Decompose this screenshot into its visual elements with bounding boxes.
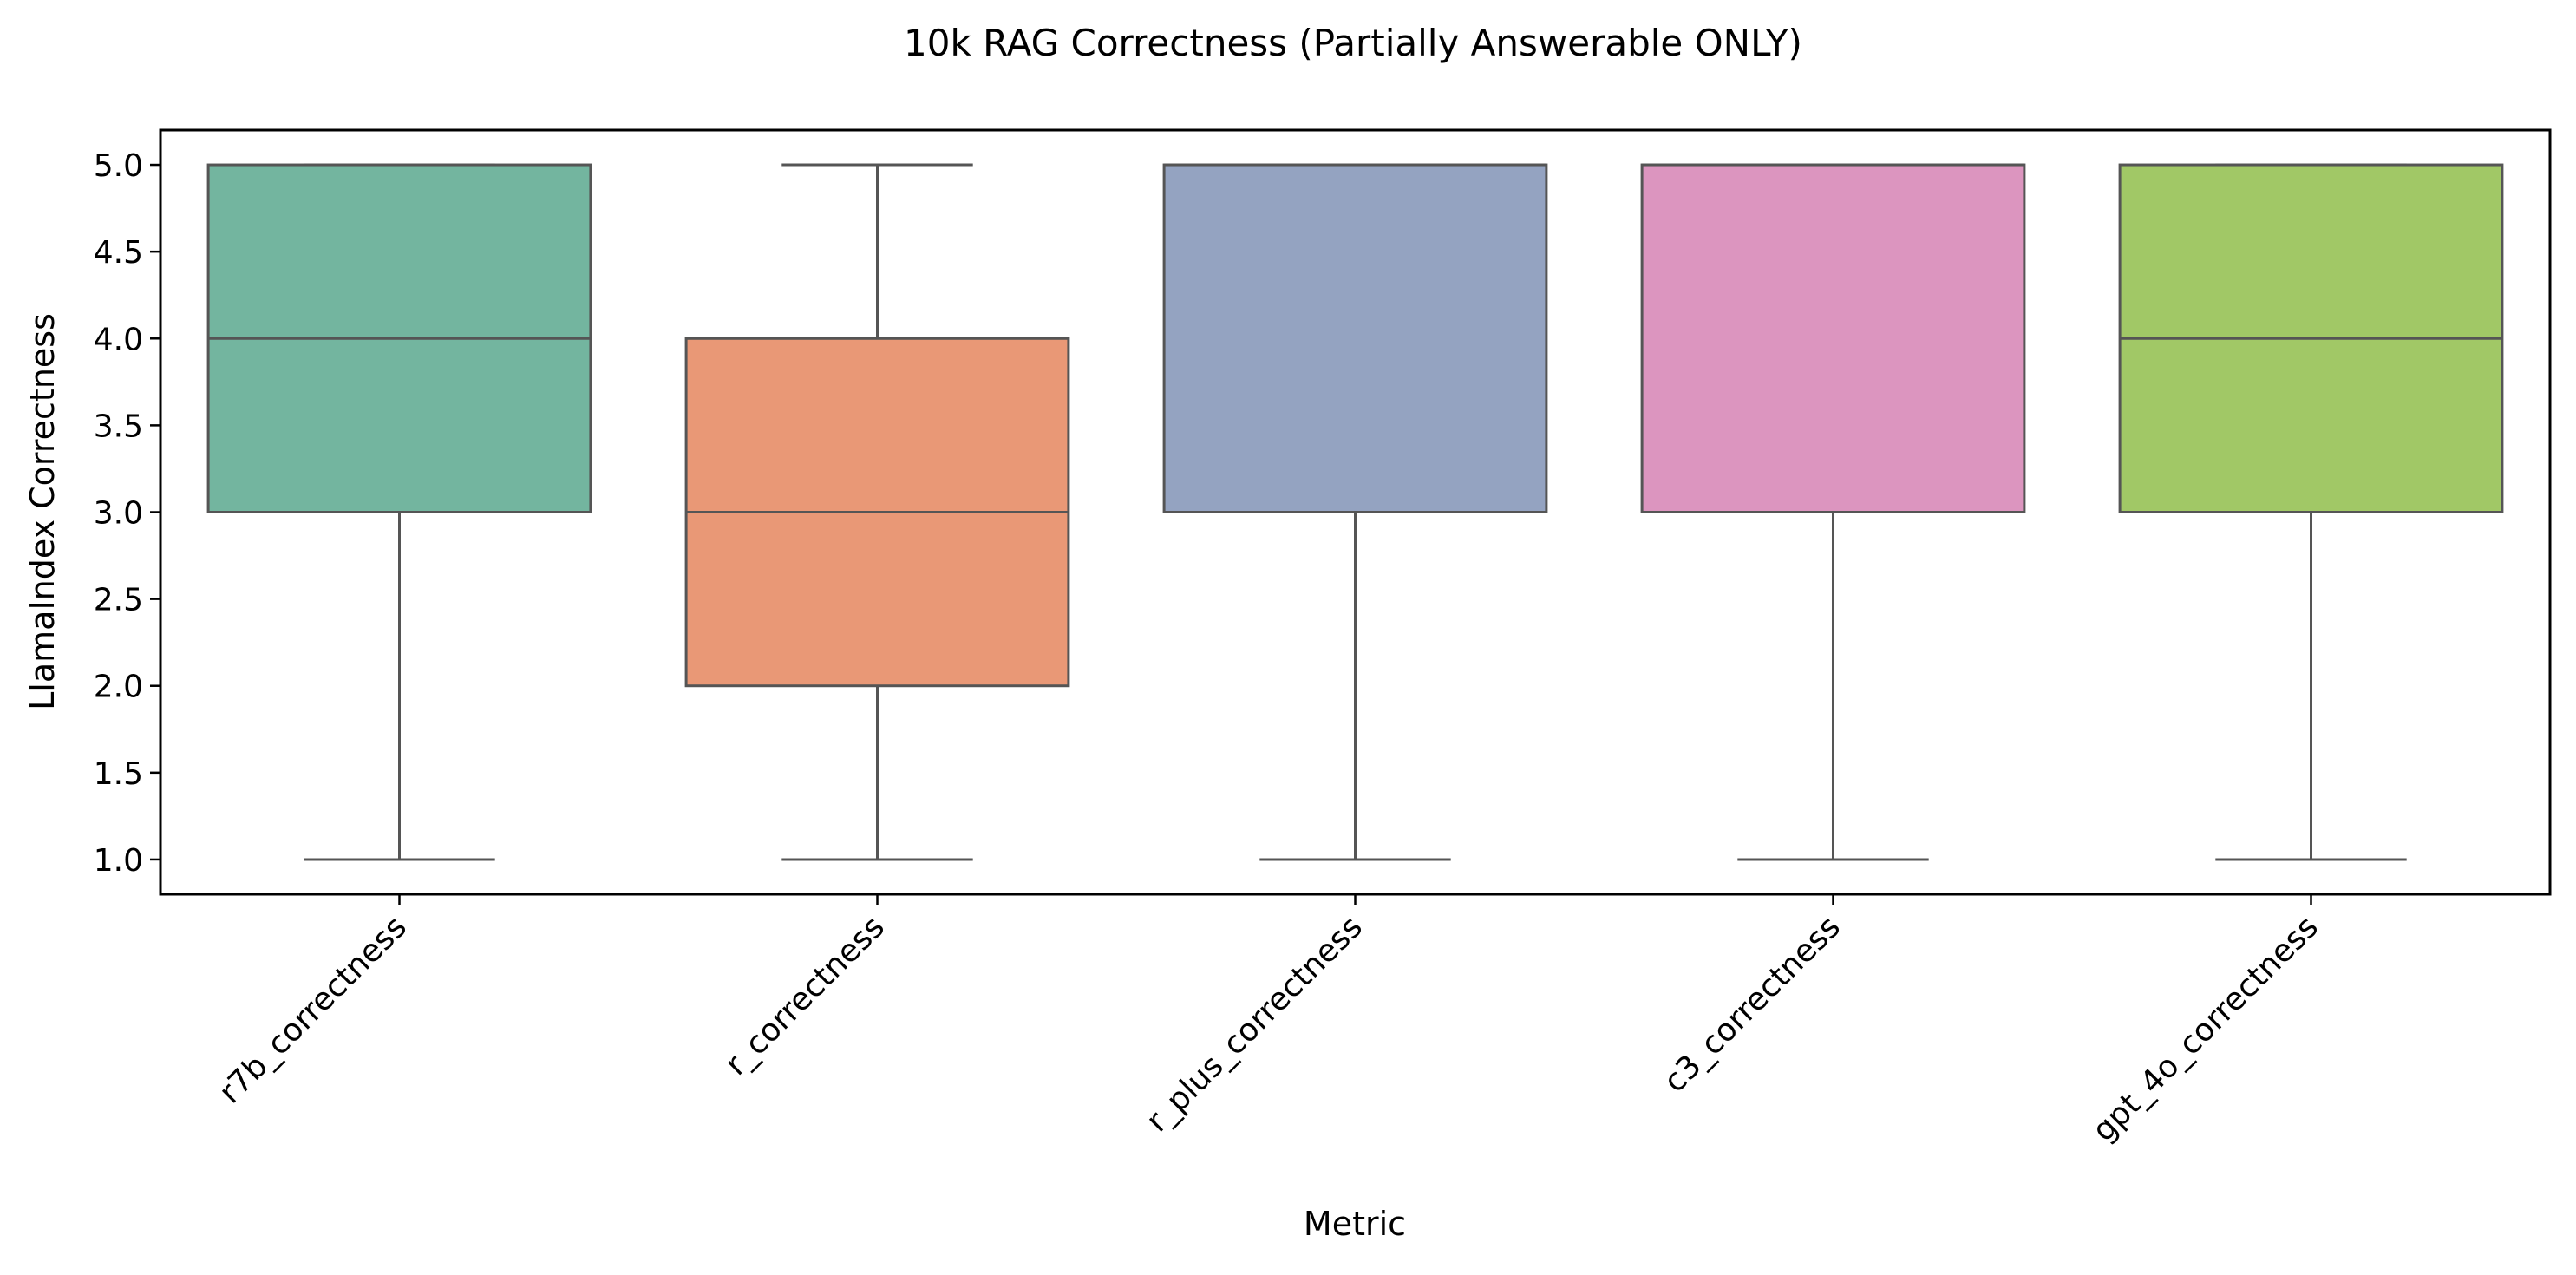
iqr-box <box>1162 163 1548 514</box>
chart-title: 10k RAG Correctness (Partially Answerabl… <box>904 22 1802 64</box>
y-tick-label: 2.0 <box>94 670 143 705</box>
box-gpt_4o_correctness <box>2118 163 2504 861</box>
y-tick-label: 2.5 <box>94 583 143 618</box>
x-tick-label: r_correctness <box>718 909 892 1082</box>
iqr-box <box>1640 163 2026 514</box>
box-c3_correctness <box>1640 163 2026 861</box>
box-r7b_correctness <box>206 163 592 861</box>
y-tick-label: 1.5 <box>94 756 143 792</box>
box-r_plus_correctness <box>1162 163 1548 861</box>
x-axis-label: Metric <box>1304 1205 1406 1243</box>
x-axis-ticks: r7b_correctness r_correctness r_plus_corre… <box>212 894 2325 1148</box>
x-tick-label: c3_correctness <box>1657 909 1847 1099</box>
y-tick-label: 4.0 <box>94 322 143 357</box>
y-axis-ticks: 1.0 1.5 2.0 2.5 3.0 3.5 4.0 4.5 5.0 <box>94 148 160 879</box>
plot-area-frame <box>159 128 2552 896</box>
y-tick-label: 3.0 <box>94 496 143 532</box>
y-tick-label: 3.5 <box>94 409 143 444</box>
x-tick-label: r_plus_correctness <box>1140 909 1370 1139</box>
x-tick-label: r7b_correctness <box>212 909 414 1110</box>
box-r_correctness <box>684 163 1070 861</box>
y-tick-label: 5.0 <box>94 148 143 184</box>
y-axis-label: LlamaIndex Correctness <box>23 313 62 710</box>
boxes-layer <box>206 163 2504 861</box>
x-tick-label: gpt_4o_correctness <box>2086 909 2325 1148</box>
y-tick-label: 4.5 <box>94 235 143 271</box>
y-tick-label: 1.0 <box>94 843 143 879</box>
